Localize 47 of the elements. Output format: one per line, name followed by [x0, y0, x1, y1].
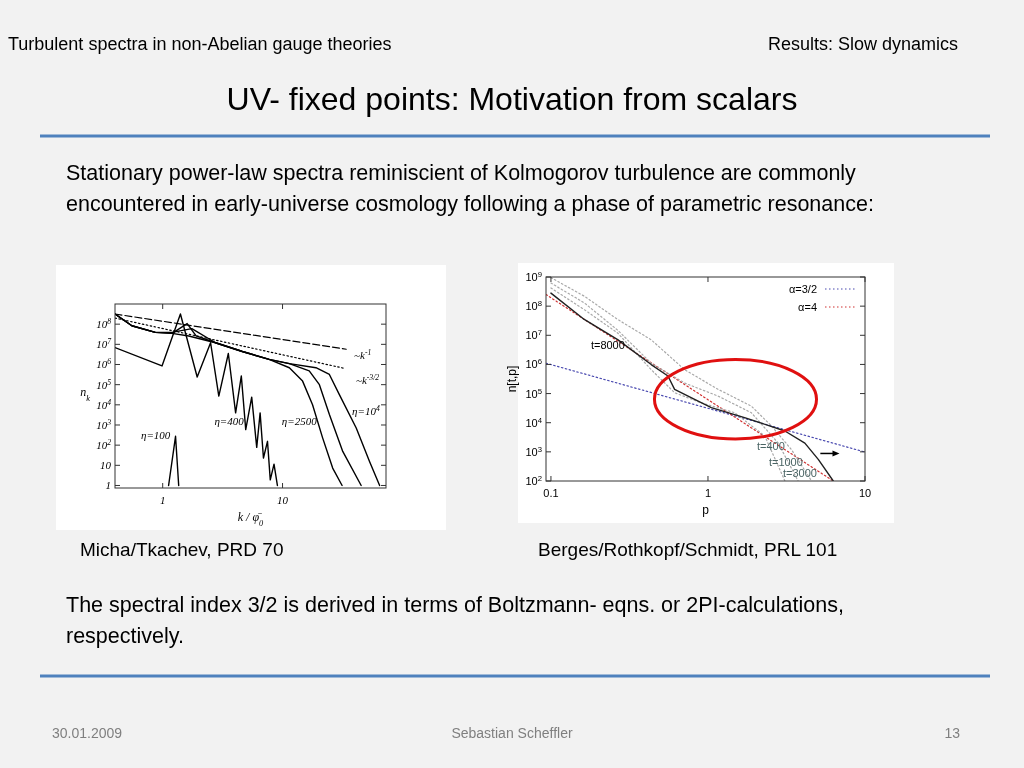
text: Turbulent spectra in non-Abelian gauge theories: [8, 34, 392, 54]
y-tick-label: 10$^{7}$: [525, 327, 542, 342]
legend-label: α=4: [798, 301, 817, 313]
x-axis-title: k / φ̄$_{0}$: [237, 510, 265, 528]
x-tick-label: 10: [858, 487, 872, 499]
text: Micha/Tkachev, PRD 70: [80, 539, 284, 560]
text: 30.01.2009: [52, 725, 123, 741]
series-label: η=100: [140, 428, 171, 441]
y-tick-label: 10$^{6}$: [525, 356, 542, 371]
y-axis-title: n$_{k}$: [80, 385, 91, 403]
x-tick-label: 10: [277, 494, 289, 506]
text: Results: Slow dynamics: [767, 34, 958, 54]
y-axis-title: n[t,p]: [505, 365, 519, 393]
text: UV- fixed points: Motivation from scalars: [226, 81, 798, 117]
y-tick-label: 10$^{5}$: [525, 386, 542, 400]
x-tick-label: 0.1: [543, 487, 559, 499]
x-tick-label: 1: [704, 487, 712, 499]
series-label: ~k$^{-1}$: [354, 347, 372, 361]
text: Berges/Rothkopf/Schmidt, PRL 101: [538, 539, 838, 560]
y-tick-label: 10$^{9}$: [525, 269, 542, 283]
y-tick-label: 10: [100, 459, 112, 472]
text: Stationary power-law spectra reminiscient of Kolmogorov turbulence are commonly encountered in early-universe cosmology following a phase of parametric resonance:: [66, 160, 875, 218]
series-label: ~k$^{-3/2}$: [355, 372, 380, 386]
y-tick-label: 10$^{3}$: [525, 444, 542, 458]
y-tick-label: 10$^{8}$: [525, 298, 542, 313]
y-tick-label: 10$^{7}$: [96, 336, 113, 351]
y-tick-label: 10$^{4}$: [525, 415, 543, 429]
y-tick-label: 10$^{3}$: [96, 417, 112, 431]
series-label: t=3000: [782, 466, 817, 479]
x-axis-title: p: [702, 503, 710, 517]
text: The spectral index 3/2 is derived in terms of Boltzmann- eqns. or 2PI-calculations, respectively.: [66, 592, 845, 650]
legend-label: α=3/2: [788, 283, 817, 295]
series-label: t=400: [756, 440, 785, 453]
y-tick-label: 10$^{2}$: [96, 437, 112, 452]
series-label: t=1000: [768, 455, 803, 468]
text: Sebastian Scheffler: [451, 725, 573, 741]
y-tick-label: 10$^{2}$: [525, 473, 542, 487]
text: 13: [944, 725, 961, 741]
series-label: η=10$^{4}$: [352, 403, 380, 418]
series-label: η=2500: [281, 415, 318, 428]
series-label: η=400: [214, 415, 245, 428]
y-tick-label: 10$^{5}$: [96, 377, 112, 391]
y-tick-label: 10$^{4}$: [96, 397, 112, 411]
series-label: t=8000: [590, 338, 625, 351]
y-tick-label: 10$^{8}$: [96, 316, 112, 331]
x-tick-label: 1: [159, 494, 166, 506]
y-tick-label: 10$^{6}$: [96, 356, 112, 371]
